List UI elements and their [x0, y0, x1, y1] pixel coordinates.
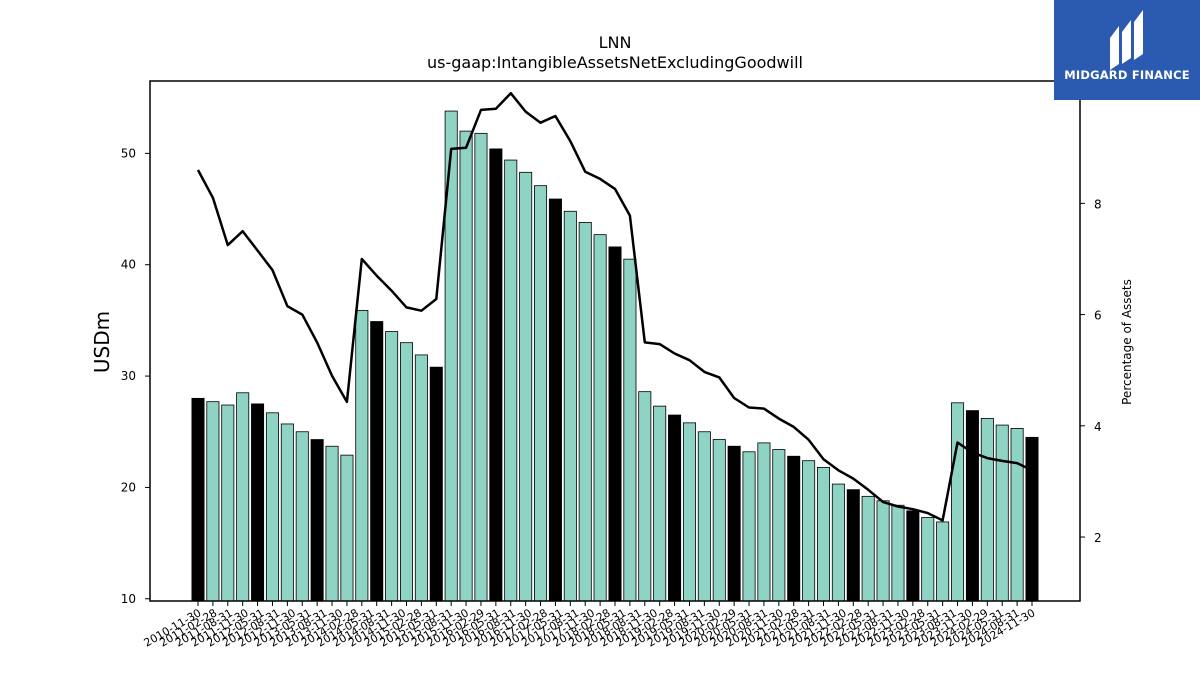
bar-2017-05-31 — [578, 222, 592, 602]
bar-2024-05-31 — [995, 424, 1009, 602]
y-tick-label: 10 — [121, 592, 136, 606]
bar-2013-11-30 — [370, 321, 384, 602]
bar-2019-11-30 — [727, 445, 741, 602]
bar-2014-08-31 — [414, 354, 428, 602]
bar-2014-02-28 — [385, 331, 399, 602]
chart-subtitle: us-gaap:IntangibleAssetsNetExcludingGood… — [427, 53, 803, 72]
y2-tick-label: 8 — [1094, 197, 1102, 211]
bar-2020-08-31 — [772, 449, 786, 602]
x-axis: 2010-11-302011-02-282011-08-312011-11-30… — [142, 601, 1038, 650]
brand-logo: MIDGARD FINANCE — [1054, 0, 1200, 100]
bar-2012-05-31 — [280, 423, 294, 602]
bar-2013-08-31 — [355, 309, 369, 602]
bar-2023-08-31 — [951, 402, 965, 602]
bar-2015-05-31 — [459, 130, 473, 602]
y-axis: 10 20 30 40 50 — [121, 146, 150, 606]
bar-2018-05-31 — [638, 391, 652, 602]
bar-2011-02-28 — [206, 401, 220, 602]
bar-2010-11-30 — [191, 397, 205, 602]
bar-2016-11-30 — [548, 198, 562, 602]
bar-2022-11-30 — [906, 510, 920, 602]
bar-2020-02-29 — [742, 451, 756, 602]
bar-2012-11-30 — [310, 439, 324, 602]
bar-2017-02-28 — [563, 210, 577, 602]
bar-2016-05-31 — [519, 171, 533, 602]
bar-2012-08-31 — [295, 431, 309, 602]
line-series — [196, 91, 1033, 522]
bar-2012-02-29 — [265, 412, 279, 602]
bar-2014-11-30 — [429, 366, 443, 602]
y-tick-label: 20 — [121, 480, 136, 494]
y-tick-label: 30 — [121, 369, 136, 383]
bar-2013-05-31 — [340, 454, 354, 602]
bar-2021-02-28 — [802, 460, 816, 602]
bar-2018-08-31 — [653, 405, 667, 602]
bar-2022-02-28 — [861, 495, 875, 602]
y-tick-label: 50 — [121, 146, 136, 160]
y2-axis: 246810 — [1080, 86, 1109, 545]
bar-2011-11-30 — [251, 403, 265, 602]
bar-2015-11-30 — [489, 148, 503, 602]
bar-2023-05-31 — [936, 521, 950, 602]
bar-2011-05-31 — [221, 404, 235, 602]
percentage-line — [196, 91, 1033, 522]
bar-2018-02-28 — [623, 258, 637, 602]
bar-2024-11-30 — [1025, 436, 1039, 602]
midgard-logo-icon — [1110, 10, 1143, 70]
bar-2014-05-31 — [399, 342, 414, 602]
bar-2013-02-28 — [325, 445, 339, 602]
bar-2023-11-30 — [965, 410, 979, 602]
bar-2015-08-31 — [474, 132, 488, 602]
y2-tick-label: 4 — [1094, 420, 1102, 434]
bar-2020-05-31 — [757, 442, 771, 602]
bar-2021-05-31 — [816, 466, 831, 602]
brand-name: MIDGARD FINANCE — [1064, 68, 1190, 82]
bar-2024-08-31 — [1010, 428, 1024, 602]
bar-2024-02-29 — [980, 417, 994, 602]
y2-tick-label: 6 — [1094, 309, 1102, 323]
bar-2019-02-28 — [682, 422, 696, 602]
bar-2018-11-30 — [668, 414, 682, 602]
bar-2016-02-29 — [504, 159, 518, 602]
y2-axis-label: Percentage of Assets — [1120, 279, 1134, 405]
bar-2019-08-31 — [712, 439, 726, 602]
bar-2021-08-31 — [831, 483, 845, 602]
bar-2022-05-31 — [876, 500, 890, 602]
bar-2021-11-30 — [846, 489, 860, 602]
bar-2020-11-30 — [787, 455, 801, 602]
bar-2011-08-31 — [236, 392, 250, 602]
y2-tick-label: 2 — [1094, 531, 1102, 545]
bar-2022-08-31 — [891, 504, 905, 602]
chart-title: LNN — [599, 33, 632, 52]
bar-2023-02-28 — [921, 517, 935, 602]
y-axis-label: USDm — [90, 311, 114, 373]
bar-2017-08-31 — [593, 234, 607, 602]
bar-2016-08-31 — [534, 185, 548, 602]
bar-series — [191, 110, 1039, 602]
bar-2019-05-31 — [697, 431, 711, 602]
y-tick-label: 40 — [121, 258, 136, 272]
bar-2017-11-30 — [608, 246, 622, 602]
